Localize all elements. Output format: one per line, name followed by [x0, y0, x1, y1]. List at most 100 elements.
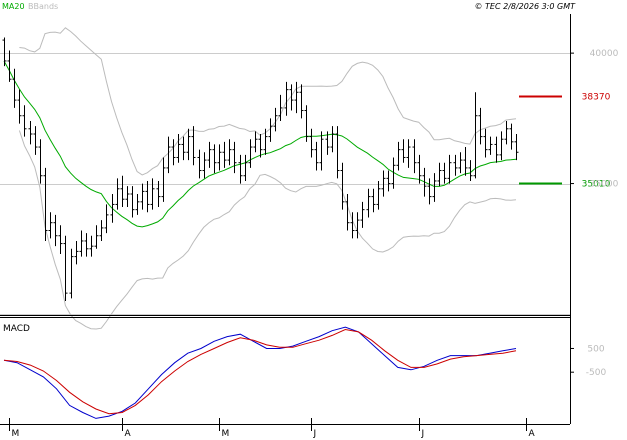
- ohlc-bar: [386, 170, 391, 192]
- ohlc-bar: [499, 131, 504, 161]
- ohlc-bar: [120, 175, 125, 208]
- ohlc-bar: [43, 167, 48, 241]
- ohlc-bar: [156, 180, 161, 208]
- ohlc-bar: [458, 152, 463, 174]
- ohlc-bar: [94, 225, 99, 249]
- ohlc-bar: [166, 136, 171, 174]
- price-axis-label: 35000: [590, 180, 619, 190]
- ohlc-bar: [38, 139, 43, 184]
- ohlc-bar: [191, 126, 196, 166]
- ohlc-bar: [289, 84, 294, 111]
- ohlc-bar: [197, 149, 202, 179]
- ohlc-bar: [12, 68, 17, 108]
- ohlc-bar: [273, 107, 278, 132]
- ohlc-bar: [186, 128, 191, 161]
- ohlc-bar: [350, 212, 355, 239]
- ohlc-bar: [278, 94, 283, 121]
- ohlc-bar: [115, 178, 120, 210]
- ohlc-bar: [238, 154, 243, 184]
- ohlc-bar: [422, 167, 427, 197]
- ohlc-bar: [494, 136, 499, 163]
- x-axis-label: M: [12, 429, 20, 439]
- ohlc-bar: [478, 107, 483, 145]
- ohlc-bar: [396, 141, 401, 171]
- x-axis-label: A: [125, 429, 132, 439]
- ohlc-bar: [253, 131, 258, 153]
- ohlc-bar: [309, 128, 314, 158]
- ohlc-bar: [53, 214, 58, 247]
- ohlc-bar: [125, 186, 130, 208]
- ohlc-bar: [248, 139, 253, 168]
- x-axis-label: M: [222, 429, 230, 439]
- ohlc-bar: [243, 154, 248, 181]
- ohlc-bar: [417, 154, 422, 184]
- ohlc-bar: [58, 225, 63, 254]
- ohlc-bar: [376, 180, 381, 210]
- ohlc-bar: [391, 157, 396, 189]
- level-label: 35010: [582, 180, 611, 190]
- ohlc-bar: [89, 235, 94, 257]
- ohlc-bar: [150, 178, 155, 210]
- ohlc-bar: [48, 212, 53, 239]
- ohlc-bar: [294, 81, 299, 114]
- x-axis-label: A: [529, 429, 536, 439]
- ohlc-bar: [232, 141, 237, 174]
- ohlc-bar: [304, 105, 309, 142]
- ohlc-bar: [447, 154, 452, 184]
- ohlc-bar: [325, 131, 330, 155]
- ohlc-bar: [99, 220, 104, 241]
- ohlc-bar: [145, 180, 150, 213]
- ohlc-bar: [335, 126, 340, 179]
- ohlc-bar: [268, 118, 273, 142]
- ohlc-bar: [28, 120, 33, 145]
- price-panel: 38370 35010 40000 35000: [0, 27, 619, 330]
- ohlc-bar: [22, 105, 27, 137]
- macd-line: [3, 326, 517, 419]
- ohlc-bar: [381, 170, 386, 197]
- ohlc-bar: [217, 144, 222, 171]
- legend-ma20: MA20: [2, 2, 25, 11]
- macd-axis-label: -500: [586, 368, 607, 378]
- ohlc-bar: [212, 144, 217, 174]
- ohlc-bar: [330, 126, 335, 153]
- ohlc-bar: [468, 160, 473, 181]
- ohlc-bar: [340, 162, 345, 210]
- ohlc-bar: [412, 139, 417, 174]
- ohlc-bar: [135, 194, 140, 215]
- copyright-text: © TEC 2/8/2026 3:0 GMT: [475, 2, 577, 11]
- ohlc-bar: [207, 141, 212, 168]
- ohlc-bar: [437, 162, 442, 187]
- ohlc-bar: [161, 157, 166, 202]
- x-axis-label: J: [313, 429, 317, 439]
- ohlc-bar: [299, 84, 304, 119]
- ohlc-bar: [366, 188, 371, 218]
- chart-header: MA20 BBands © TEC 2/8/2026 3:0 GMT: [2, 2, 576, 11]
- macd-title: MACD: [3, 324, 30, 334]
- ohlc-bar: [227, 139, 232, 166]
- macd-axis-label: 500: [587, 344, 604, 354]
- ohlc-bar: [130, 186, 135, 218]
- ohlc-bar: [104, 204, 109, 234]
- ohlc-bar: [2, 37, 7, 67]
- ohlc-bar: [406, 139, 411, 168]
- ohlc-bar: [371, 188, 376, 213]
- ohlc-bar: [314, 141, 319, 171]
- ohlc-bar: [7, 50, 12, 82]
- ohlc-bar: [514, 134, 519, 161]
- ohlc-bar: [360, 201, 365, 228]
- ohlc-bar: [345, 194, 350, 231]
- ohlc-bar: [74, 240, 79, 265]
- bband-upper-line: [19, 27, 517, 176]
- ohlc-bar: [483, 128, 488, 158]
- ohlc-bar: [401, 139, 406, 163]
- ohlc-bar: [504, 120, 509, 145]
- ohlc-bar: [463, 147, 468, 176]
- macd-signal-line: [3, 328, 517, 415]
- ohlc-bar: [355, 212, 360, 239]
- bband-lower-line: [18, 130, 517, 330]
- ohlc-bar: [319, 131, 324, 171]
- price-axis-label: 40000: [590, 49, 619, 59]
